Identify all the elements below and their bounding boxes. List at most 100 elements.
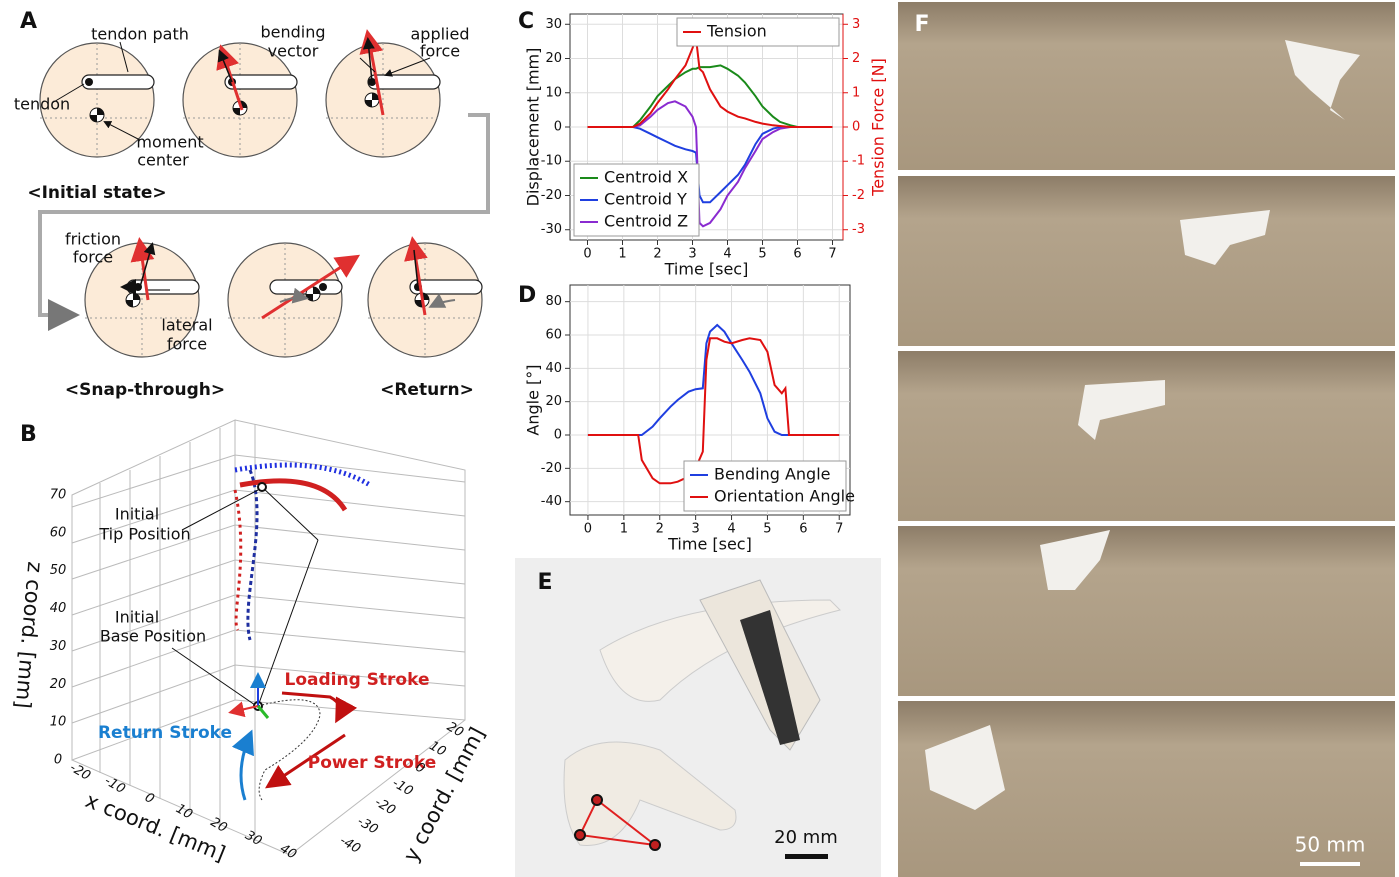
y-axis-label: Displacement [mm] <box>524 48 543 207</box>
link <box>262 487 318 540</box>
scale-bar <box>1300 862 1360 866</box>
tick-label: 10 <box>50 715 67 730</box>
y-tick-label: 0 <box>554 428 562 443</box>
y2-tick-label: 0 <box>852 120 860 135</box>
figure: A <box>0 0 1399 877</box>
tick-label: 0 <box>54 753 62 768</box>
legend-label: Centroid Y <box>604 190 687 209</box>
stroke-label: Return Stroke <box>98 723 232 743</box>
panel-b: B Initial Tip Position Initial Base Posi… <box>11 420 490 866</box>
legend-label: Orientation Angle <box>714 487 855 506</box>
photo-frame <box>898 351 1395 521</box>
diagram-through <box>228 243 355 357</box>
return-arrow <box>241 735 250 800</box>
tick-label: 40 <box>277 841 299 862</box>
scale-bar <box>785 854 828 859</box>
y2-tick-label: 3 <box>852 17 860 32</box>
x-axis-label: Time [sec] <box>664 260 749 279</box>
photo-frame <box>898 526 1395 696</box>
label: Base Position <box>100 627 206 646</box>
y-tick-label: 80 <box>545 294 562 309</box>
y2-tick-label: -1 <box>852 154 865 169</box>
y-tick-label: 20 <box>545 394 562 409</box>
state-label: <Snap-through> <box>65 380 225 400</box>
panel-label: E <box>537 570 552 595</box>
label: force <box>420 42 460 61</box>
tick-label: 50 <box>50 563 67 578</box>
x-tick-label: 6 <box>799 522 807 537</box>
tick-label: 70 <box>50 488 67 503</box>
leader <box>172 648 255 705</box>
label: lateral <box>161 316 212 335</box>
state-label: <Initial state> <box>27 183 166 203</box>
x-tick-label: 0 <box>584 522 592 537</box>
y-tick-label: 30 <box>545 17 562 32</box>
panel-f: F 50 mm <box>898 2 1395 877</box>
tick-label: -30 <box>355 814 381 838</box>
state-label: <Return> <box>380 380 474 400</box>
label: bending <box>260 23 325 42</box>
panel-label: A <box>20 9 37 34</box>
y2-tick-label: 1 <box>852 85 860 100</box>
x-tick-label: 0 <box>583 247 591 262</box>
tick-label: 20 <box>50 677 67 692</box>
panel-label: C <box>518 9 534 34</box>
panel-label: F <box>914 12 929 37</box>
tick-label: -20 <box>372 795 398 819</box>
x-tick-label: 2 <box>653 247 661 262</box>
label: Initial <box>115 505 159 524</box>
y-tick-label: -30 <box>541 222 562 237</box>
panel-label: B <box>20 422 37 447</box>
tip-marker <box>258 483 266 491</box>
label: tendon <box>14 95 70 114</box>
label: center <box>137 151 189 170</box>
tick-label: -20 <box>67 760 93 784</box>
tick-label: 0 <box>142 790 157 807</box>
y-tick-label: -10 <box>541 154 562 169</box>
y-tick-label: -20 <box>541 461 562 476</box>
panel-a: A <box>14 9 488 400</box>
label: vector <box>268 42 319 61</box>
tick-label: -10 <box>390 776 416 800</box>
legend-label: Centroid X <box>604 168 688 187</box>
x-tick-label: 5 <box>758 247 766 262</box>
y2-tick-label: -3 <box>852 222 865 237</box>
y2-axis-label: Tension Force [N] <box>869 58 888 197</box>
x-tick-label: 1 <box>618 247 626 262</box>
y2-tick-label: 2 <box>852 51 860 66</box>
y-tick-label: 60 <box>545 328 562 343</box>
loading-arrow <box>282 693 340 718</box>
x-tick-label: 5 <box>763 522 771 537</box>
label: friction <box>65 230 121 249</box>
tick-label: 30 <box>50 639 67 654</box>
y-tick-label: -40 <box>541 494 562 509</box>
legend-label: Centroid Z <box>604 212 688 231</box>
trajectory <box>248 470 257 640</box>
scale-label: 50 mm <box>1295 833 1366 857</box>
y-tick-label: -20 <box>541 188 562 203</box>
tick-label: 20 <box>208 815 230 836</box>
x-tick-label: 6 <box>793 247 801 262</box>
tick-label: 30 <box>242 828 264 849</box>
label: force <box>73 248 113 267</box>
photo-frame <box>898 176 1395 346</box>
x-tick-label: 1 <box>620 522 628 537</box>
tick-label: 10 <box>173 801 195 822</box>
scale-label: 20 mm <box>774 827 838 848</box>
y-tick-label: 20 <box>545 51 562 66</box>
y-tick-label: 0 <box>554 120 562 135</box>
tick-label: 60 <box>50 525 67 540</box>
tick-label: -40 <box>337 833 363 857</box>
stroke-label: Loading Stroke <box>285 670 430 690</box>
frame-axis <box>258 706 268 718</box>
x-tick-label: 2 <box>656 522 664 537</box>
x-axis-label: Time [sec] <box>667 535 752 554</box>
label: Tip Position <box>98 525 190 544</box>
foot-path <box>258 700 320 800</box>
x-tick-label: 7 <box>828 247 836 262</box>
x-tick-label: 7 <box>835 522 843 537</box>
label: Initial <box>115 608 159 627</box>
label: force <box>167 335 207 354</box>
tick-label: 40 <box>50 601 67 616</box>
